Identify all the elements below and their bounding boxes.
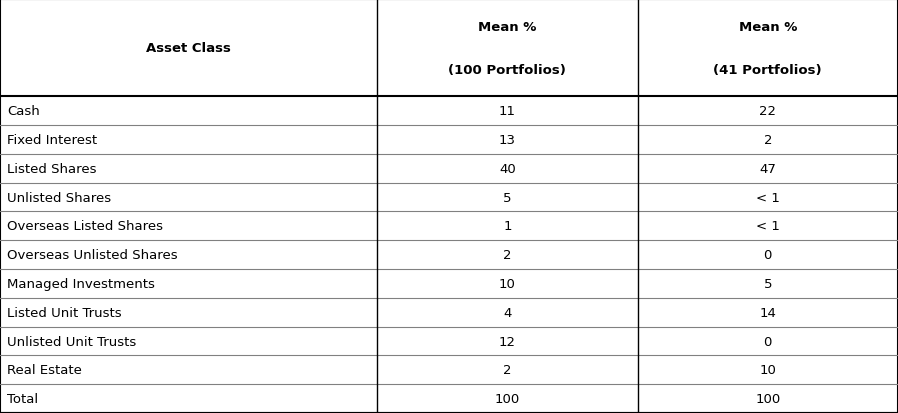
Text: 12: 12: [499, 335, 515, 348]
Text: Overseas Unlisted Shares: Overseas Unlisted Shares: [7, 249, 178, 261]
Text: 10: 10: [760, 363, 776, 376]
Text: Total: Total: [7, 392, 39, 405]
Text: Cash: Cash: [7, 105, 40, 118]
Text: 5: 5: [763, 277, 772, 290]
Text: Listed Unit Trusts: Listed Unit Trusts: [7, 306, 122, 319]
Text: 4: 4: [503, 306, 512, 319]
Text: Unlisted Unit Trusts: Unlisted Unit Trusts: [7, 335, 136, 348]
Text: (100 Portfolios): (100 Portfolios): [448, 63, 567, 76]
Text: 1: 1: [503, 220, 512, 233]
Text: Asset Class: Asset Class: [146, 42, 231, 55]
Text: Mean %: Mean %: [738, 21, 797, 34]
Text: Unlisted Shares: Unlisted Shares: [7, 191, 111, 204]
Text: 47: 47: [760, 162, 776, 176]
Text: 40: 40: [499, 162, 515, 176]
Text: Real Estate: Real Estate: [7, 363, 82, 376]
Text: 0: 0: [763, 249, 772, 261]
Text: Fixed Interest: Fixed Interest: [7, 134, 97, 147]
Text: 0: 0: [763, 335, 772, 348]
Text: 2: 2: [763, 134, 772, 147]
Text: 14: 14: [760, 306, 776, 319]
Text: Listed Shares: Listed Shares: [7, 162, 97, 176]
Text: 22: 22: [760, 105, 776, 118]
Text: 2: 2: [503, 249, 512, 261]
Text: Overseas Listed Shares: Overseas Listed Shares: [7, 220, 163, 233]
Text: 100: 100: [495, 392, 520, 405]
Text: < 1: < 1: [756, 220, 779, 233]
Text: < 1: < 1: [756, 191, 779, 204]
Text: 13: 13: [499, 134, 515, 147]
Text: 11: 11: [499, 105, 515, 118]
Text: 10: 10: [499, 277, 515, 290]
Text: 2: 2: [503, 363, 512, 376]
Text: Mean %: Mean %: [478, 21, 537, 34]
Text: Managed Investments: Managed Investments: [7, 277, 155, 290]
Text: (41 Portfolios): (41 Portfolios): [714, 63, 822, 76]
Text: 100: 100: [755, 392, 780, 405]
Text: 5: 5: [503, 191, 512, 204]
